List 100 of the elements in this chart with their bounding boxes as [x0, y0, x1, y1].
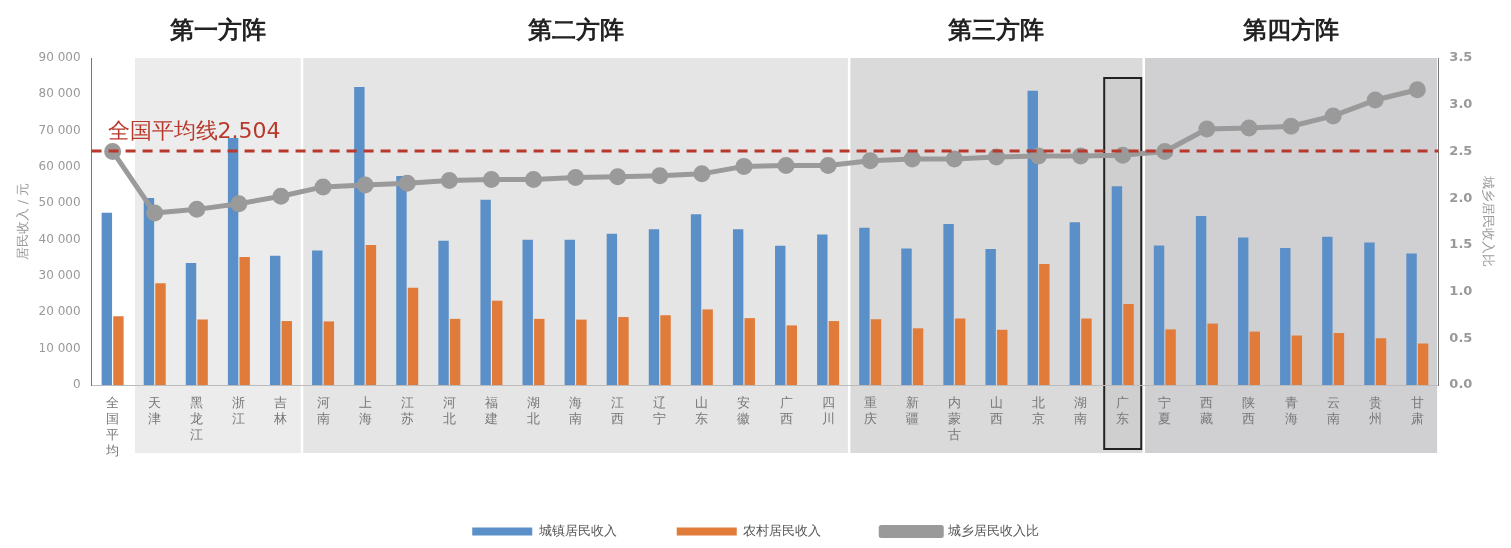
point — [903, 150, 921, 168]
bar — [732, 229, 744, 385]
y2-tick-label: 1.0 — [1449, 282, 1473, 298]
bar — [702, 309, 713, 385]
band-label: 第一方阵 — [168, 16, 266, 45]
point — [735, 157, 753, 175]
x-tick-label: 湖北 — [527, 394, 540, 426]
bar — [1406, 253, 1417, 385]
point — [1114, 146, 1132, 164]
bar — [438, 240, 449, 385]
bar — [1207, 323, 1218, 385]
y2-tick-label: 0.5 — [1449, 329, 1473, 345]
bar — [354, 87, 365, 385]
y-tick-label: 40 000 — [38, 231, 81, 246]
bar — [1322, 236, 1333, 385]
bar — [1417, 343, 1429, 385]
x-tick-label: 广西 — [779, 394, 793, 426]
y-tick-label: 20 000 — [38, 304, 81, 319]
bar — [1375, 338, 1387, 385]
point — [356, 176, 374, 194]
x-tick-label: 陕西 — [1242, 394, 1256, 426]
x-tick-label: 辽宁 — [653, 394, 667, 426]
bar — [281, 321, 292, 385]
y-tick-label: 0 — [72, 377, 81, 392]
bar — [1027, 90, 1038, 385]
x-tick-label: 天津 — [148, 394, 162, 426]
point — [945, 150, 963, 168]
band-label: 第二方阵 — [526, 16, 624, 45]
x-tick-label: 河北 — [442, 394, 456, 426]
bar — [828, 321, 840, 385]
point — [482, 170, 500, 188]
x-tick-label: 浙江 — [232, 394, 246, 426]
x-tick-label: 贵州 — [1368, 394, 1382, 426]
x-tick-label: 上海 — [358, 394, 372, 426]
bar — [407, 287, 419, 385]
y-tick-label: 10 000 — [38, 340, 81, 355]
x-tick-label: 安徽 — [737, 394, 751, 426]
bar — [606, 233, 618, 385]
point — [1282, 117, 1300, 135]
bar — [859, 227, 870, 385]
bar — [113, 316, 124, 385]
x-tick-label: 四川 — [821, 394, 835, 426]
point — [651, 167, 669, 185]
x-tick-label: 全国平均 — [105, 394, 120, 458]
y-tick-label: 50 000 — [38, 195, 81, 210]
point — [440, 171, 458, 189]
bar — [312, 250, 323, 385]
band-label: 第三方阵 — [947, 16, 1045, 45]
bar — [185, 262, 197, 385]
point — [819, 156, 837, 174]
x-tick-label: 内蒙古 — [947, 394, 961, 442]
point — [188, 200, 206, 218]
bar — [1111, 186, 1123, 385]
point — [1408, 81, 1426, 99]
bar — [744, 318, 755, 385]
bar — [1195, 216, 1207, 385]
y-tick-label: 80 000 — [38, 86, 81, 101]
bar — [786, 325, 798, 385]
point — [987, 148, 1005, 166]
bar — [534, 318, 545, 385]
x-tick-label: 北京 — [1032, 394, 1046, 426]
bar — [269, 255, 281, 385]
bar — [576, 319, 587, 385]
x-tick-label: 宁夏 — [1158, 394, 1172, 426]
x-tick-label: 新疆 — [905, 394, 919, 426]
bar — [1237, 237, 1249, 385]
x-tick-label: 黑龙江 — [190, 394, 204, 442]
y2-tick-label: 3.0 — [1449, 96, 1473, 112]
bar — [1153, 245, 1165, 385]
bar — [564, 239, 576, 385]
point — [525, 170, 542, 188]
bar — [1123, 303, 1134, 385]
bar — [870, 319, 882, 385]
point — [272, 187, 290, 205]
bar — [1165, 329, 1176, 385]
bar — [1364, 242, 1375, 385]
bar — [648, 229, 660, 385]
bar — [480, 199, 491, 385]
x-tick-label: 青海 — [1284, 394, 1298, 426]
x-tick-label: 海南 — [569, 394, 583, 426]
x-tick-label: 广东 — [1116, 394, 1130, 426]
bar — [997, 329, 1008, 385]
bar — [1069, 222, 1081, 385]
bar — [690, 214, 702, 385]
legend-label: 农村居民收入 — [743, 522, 822, 538]
point — [1198, 120, 1216, 138]
y2-tick-label: 2.5 — [1449, 142, 1473, 158]
bar — [912, 328, 924, 385]
y2-axis-title: 城乡居民收入比 — [1480, 175, 1496, 267]
bar — [1333, 333, 1345, 385]
y-tick-label: 70 000 — [38, 122, 81, 137]
point — [777, 156, 795, 174]
y2-tick-label: 3.5 — [1449, 49, 1473, 65]
x-tick-label: 吉林 — [273, 394, 288, 426]
x-tick-label: 重庆 — [863, 394, 877, 426]
bar — [1291, 335, 1303, 385]
bar — [1280, 248, 1291, 385]
x-tick-label: 西藏 — [1200, 394, 1214, 426]
y2-tick-label: 1.5 — [1449, 236, 1473, 252]
point — [314, 178, 332, 196]
